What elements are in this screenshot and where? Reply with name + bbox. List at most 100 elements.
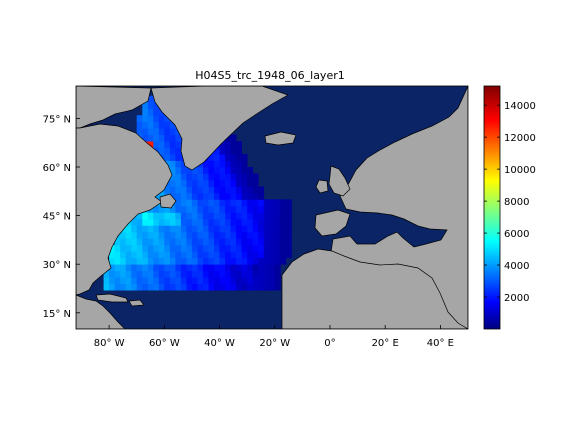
- field-cell: [131, 231, 138, 239]
- field-cell: [158, 238, 165, 246]
- field-cell: [164, 231, 171, 239]
- field-cell: [125, 283, 132, 291]
- field-cell: [175, 244, 182, 252]
- field-cell: [120, 277, 127, 285]
- field-cell: [203, 180, 209, 187]
- field-cell: [136, 121, 143, 129]
- field-cell: [214, 186, 220, 194]
- field-cell: [247, 186, 254, 194]
- map-frame: [75, 85, 469, 330]
- field-cell: [164, 115, 171, 123]
- field-cell: [109, 264, 115, 272]
- field-cell: [225, 205, 231, 213]
- field-cell: [175, 199, 182, 207]
- field-cell: [225, 167, 231, 174]
- land-central-america: [76, 294, 126, 329]
- field-cell: [203, 244, 209, 252]
- field-cell: [153, 251, 160, 259]
- field-cell: [197, 225, 204, 233]
- field-cell: [258, 218, 265, 226]
- field-cell: [219, 218, 226, 226]
- field-cell: [247, 205, 254, 213]
- field-cell: [230, 186, 237, 194]
- field-cell: [219, 205, 226, 213]
- field-cell: [230, 270, 237, 278]
- field-cell: [252, 257, 259, 265]
- field-cell: [164, 218, 171, 226]
- field-cell: [219, 264, 226, 272]
- y-tick-label: 45° N: [43, 212, 71, 223]
- field-cell: [263, 257, 270, 265]
- field-cell: [147, 251, 154, 259]
- field-cell: [175, 205, 182, 213]
- field-cell: [214, 180, 220, 187]
- field-cell: [269, 238, 276, 246]
- field-cell: [214, 244, 220, 252]
- field-cell: [120, 251, 127, 259]
- field-cell: [214, 218, 220, 226]
- field-cell: [258, 238, 265, 246]
- map-area: [76, 86, 468, 329]
- field-cell: [219, 283, 226, 291]
- field-cell: [263, 270, 270, 278]
- colorbar-tick-label: 4000: [504, 261, 529, 272]
- field-cell: [274, 244, 281, 252]
- field-cell: [197, 251, 204, 259]
- field-cell: [285, 244, 292, 252]
- field-cell: [236, 225, 242, 233]
- field-cell: [219, 186, 226, 194]
- field-cell: [169, 251, 176, 259]
- field-cell: [180, 205, 187, 213]
- field-cell: [241, 264, 248, 272]
- field-cell: [197, 238, 204, 246]
- field-cell: [120, 283, 127, 291]
- field-cell: [214, 154, 220, 161]
- field-cell: [180, 173, 187, 181]
- field-cell: [219, 154, 226, 161]
- field-cell: [109, 257, 115, 265]
- field-cell: [203, 218, 209, 226]
- x-tick-label: 80° W: [94, 338, 125, 349]
- field-cell: [164, 244, 171, 252]
- field-cell: [147, 257, 154, 265]
- field-cell: [214, 251, 220, 259]
- field-cell: [225, 225, 231, 233]
- field-cell: [175, 218, 182, 226]
- field-cell: [164, 212, 171, 220]
- field-cell: [153, 212, 160, 220]
- field-cell: [114, 244, 121, 252]
- field-cell: [219, 277, 226, 285]
- field-cell: [214, 264, 220, 272]
- field-cell: [252, 270, 259, 278]
- field-cell: [263, 225, 270, 233]
- field-cell: [236, 231, 242, 239]
- field-cell: [214, 199, 220, 207]
- field-cell: [236, 264, 242, 272]
- field-cell: [175, 134, 182, 142]
- field-cell: [175, 277, 182, 285]
- field-cell: [225, 231, 231, 239]
- field-cell: [147, 283, 154, 291]
- field-cell: [208, 264, 215, 272]
- colorbar-tick-label: 6000: [504, 229, 529, 240]
- field-cell: [120, 244, 127, 252]
- field-cell: [241, 218, 248, 226]
- field-cell: [258, 277, 265, 285]
- field-cell: [180, 180, 187, 187]
- field-cell: [263, 205, 270, 213]
- field-cell: [269, 277, 276, 285]
- field-cell: [109, 244, 115, 252]
- land-newfoundland: [159, 193, 177, 209]
- field-cell: [180, 192, 187, 200]
- field-cell: [219, 167, 226, 174]
- field-cell: [175, 238, 182, 246]
- field-cell: [203, 205, 209, 213]
- field-cell: [147, 102, 154, 110]
- field-cell: [214, 192, 220, 200]
- field-cell: [153, 270, 160, 278]
- field-cell: [197, 218, 204, 226]
- field-cell: [274, 205, 281, 213]
- field-cell: [169, 167, 176, 174]
- field-cell: [153, 128, 160, 135]
